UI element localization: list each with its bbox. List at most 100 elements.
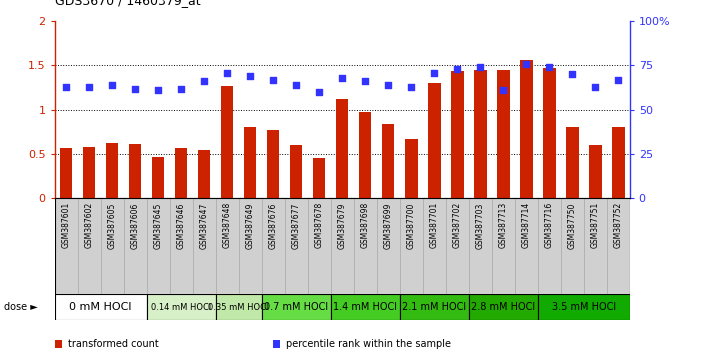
Bar (78, 198, 100, 296)
Text: 1.4 mM HOCl: 1.4 mM HOCl (333, 302, 397, 312)
Point (106, 82, 118, 88)
Text: GSM387645: GSM387645 (154, 202, 162, 249)
Bar (308, 198, 331, 296)
Bar (336, 99, 349, 198)
Point (382, 82, 394, 88)
Point (245, 73, 256, 79)
Text: 0.35 mM HOCl: 0.35 mM HOCl (208, 303, 269, 312)
Bar (83, 147, 95, 198)
Bar (451, 71, 464, 198)
Text: GDS3670 / 1460379_at: GDS3670 / 1460379_at (55, 0, 200, 7)
Bar (520, 60, 532, 198)
Bar (175, 148, 187, 198)
Bar (55, 294, 146, 320)
Text: GSM387676: GSM387676 (269, 202, 277, 249)
Bar (215, 198, 239, 296)
Bar (423, 198, 446, 296)
Point (566, 72, 578, 77)
Point (521, 61, 532, 67)
Bar (152, 156, 165, 198)
Text: 3.5 mM HOCl: 3.5 mM HOCl (552, 302, 616, 312)
Text: GSM387751: GSM387751 (590, 202, 600, 249)
Bar (267, 130, 280, 198)
Text: GSM387701: GSM387701 (430, 202, 439, 249)
Bar (129, 144, 141, 198)
Text: GSM387698: GSM387698 (360, 202, 370, 249)
Text: GSM387678: GSM387678 (314, 202, 324, 249)
Text: GSM387649: GSM387649 (245, 202, 255, 249)
Bar (239, 198, 261, 296)
Text: GSM387648: GSM387648 (223, 202, 232, 249)
Bar (405, 139, 417, 198)
Point (198, 79, 210, 84)
Point (290, 82, 302, 88)
Bar (146, 198, 170, 296)
Bar (446, 198, 469, 296)
Bar (543, 68, 555, 198)
Point (590, 84, 601, 90)
Point (612, 77, 624, 82)
Bar (60, 148, 72, 198)
Text: GSM387703: GSM387703 (475, 202, 485, 249)
Text: 2.1 mM HOCl: 2.1 mM HOCl (402, 302, 466, 312)
Bar (359, 113, 371, 198)
Text: GSM387679: GSM387679 (338, 202, 347, 249)
Bar (290, 145, 302, 198)
Point (313, 89, 325, 95)
Text: percentile rank within the sample: percentile rank within the sample (286, 339, 451, 349)
Point (60, 84, 72, 90)
Bar (124, 198, 146, 296)
Point (543, 64, 555, 70)
Point (267, 77, 279, 82)
Text: GSM387647: GSM387647 (199, 202, 209, 249)
Point (175, 86, 187, 91)
Bar (354, 198, 376, 296)
Bar (612, 127, 625, 198)
Text: transformed count: transformed count (68, 339, 159, 349)
Text: 2.8 mM HOCl: 2.8 mM HOCl (471, 302, 535, 312)
Bar (538, 294, 630, 320)
Point (475, 64, 486, 70)
Text: GSM387700: GSM387700 (407, 202, 416, 249)
Bar (221, 86, 234, 198)
Text: 0 mM HOCl: 0 mM HOCl (69, 302, 132, 312)
Bar (331, 198, 354, 296)
Bar (313, 159, 325, 198)
Bar (469, 198, 491, 296)
Point (130, 86, 141, 91)
Point (360, 79, 371, 84)
Bar (244, 127, 256, 198)
Text: GSM387605: GSM387605 (108, 202, 116, 249)
Bar (474, 70, 486, 198)
Bar (215, 294, 261, 320)
Text: GSM387677: GSM387677 (292, 202, 301, 249)
Point (152, 87, 164, 93)
Text: GSM387601: GSM387601 (62, 202, 71, 249)
Bar (400, 198, 423, 296)
Bar (193, 198, 215, 296)
Point (405, 84, 417, 90)
Bar (331, 294, 400, 320)
Text: GSM387750: GSM387750 (568, 202, 577, 249)
Text: GSM387606: GSM387606 (130, 202, 140, 249)
Text: 0.14 mM HOCl: 0.14 mM HOCl (151, 303, 211, 312)
Bar (285, 198, 308, 296)
Bar (606, 198, 630, 296)
Bar (589, 145, 601, 198)
Bar (428, 83, 440, 198)
Bar (538, 198, 561, 296)
Text: GSM387752: GSM387752 (614, 202, 622, 249)
Text: dose ►: dose ► (4, 302, 37, 312)
Bar (261, 294, 331, 320)
Point (221, 70, 233, 75)
Bar (382, 124, 395, 198)
Text: GSM387602: GSM387602 (84, 202, 94, 249)
Text: 0.7 mM HOCl: 0.7 mM HOCl (264, 302, 328, 312)
Text: GSM387702: GSM387702 (453, 202, 462, 249)
Bar (584, 198, 606, 296)
Point (83, 84, 95, 90)
Bar (170, 198, 193, 296)
Bar (561, 198, 584, 296)
Text: GSM387646: GSM387646 (177, 202, 186, 249)
Bar (566, 127, 579, 198)
